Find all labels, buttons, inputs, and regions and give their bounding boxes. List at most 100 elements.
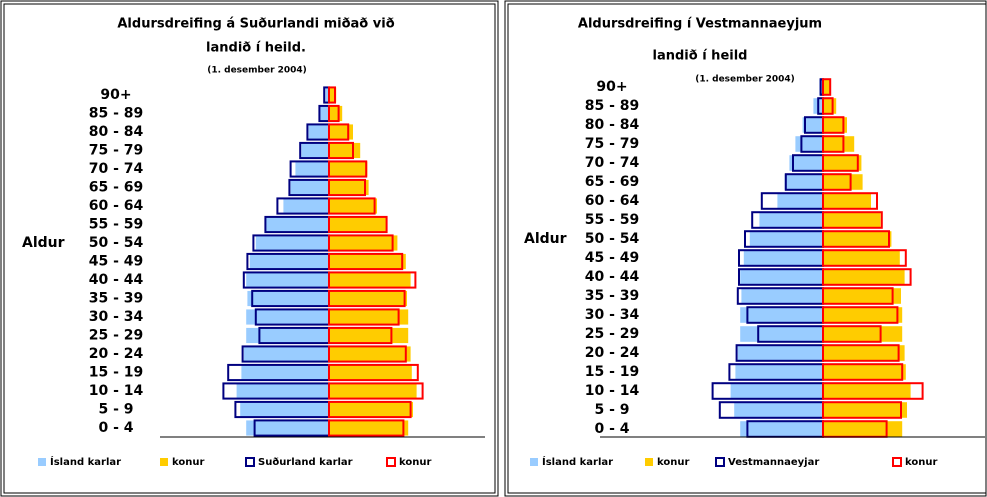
bar — [308, 124, 329, 140]
y-tick-label: 55 - 59 — [585, 212, 640, 228]
bar — [789, 155, 823, 171]
legend-swatch — [645, 458, 653, 466]
bar — [328, 215, 388, 234]
panel-border — [0, 0, 499, 497]
legend-swatch — [715, 457, 725, 467]
bar — [329, 346, 411, 362]
bar — [740, 326, 823, 342]
bar — [328, 104, 340, 123]
bar — [743, 250, 823, 266]
bar — [328, 419, 405, 437]
bar — [823, 421, 903, 437]
bar — [823, 307, 903, 323]
bar — [319, 105, 329, 122]
y-tick-label: 85 - 89 — [585, 98, 640, 114]
bar — [241, 364, 329, 381]
bar — [329, 401, 413, 418]
bar — [822, 154, 859, 172]
bar — [734, 402, 823, 418]
legend-swatch — [892, 457, 902, 467]
bar — [823, 326, 903, 342]
bar — [249, 253, 329, 270]
bar — [246, 420, 329, 436]
bar — [328, 400, 412, 419]
bar — [329, 142, 361, 159]
y-tick-label: 35 - 39 — [585, 288, 640, 304]
y-tick-label: 20 - 24 — [585, 345, 640, 361]
chart-subtitle: (1. desember 2004) — [207, 66, 307, 76]
bar — [823, 250, 900, 266]
bar — [329, 198, 377, 214]
bar — [823, 402, 907, 418]
y-tick-label: 35 - 39 — [89, 291, 144, 307]
bar — [737, 345, 823, 361]
legend-swatch — [160, 458, 168, 466]
y-tick-label: 15 - 19 — [89, 365, 144, 381]
y-tick-label: 25 - 29 — [89, 328, 144, 344]
y-tick-label: 5 - 9 — [594, 402, 629, 418]
bar — [740, 421, 823, 437]
bar — [265, 216, 329, 233]
bar — [822, 116, 845, 134]
bar — [329, 290, 407, 307]
bar — [328, 178, 366, 197]
bar — [329, 364, 412, 381]
bar — [759, 212, 823, 228]
y-axis-label: Aldur — [524, 231, 567, 247]
y-tick-label: 75 - 79 — [89, 143, 144, 159]
legend-swatch — [386, 457, 396, 467]
y-tick-label: 0 - 4 — [98, 420, 133, 436]
bar — [735, 364, 823, 380]
legend-label: Ísland karlar — [542, 455, 613, 468]
bar — [823, 193, 871, 209]
bar — [329, 272, 411, 288]
bar — [822, 363, 904, 381]
bar — [328, 160, 368, 178]
y-tick-label: 10 - 14 — [585, 383, 640, 399]
bar — [823, 117, 847, 133]
bar — [246, 327, 329, 344]
bar — [749, 231, 823, 247]
bar — [329, 253, 406, 270]
y-tick-label: 45 - 49 — [89, 254, 144, 270]
y-tick-label: 50 - 54 — [89, 235, 144, 251]
legend-label: Ísland karlar — [50, 455, 121, 468]
bar — [740, 307, 823, 323]
legend-swatch — [38, 458, 46, 466]
bar — [741, 288, 823, 304]
bar — [247, 290, 329, 307]
bar — [301, 142, 329, 159]
bar — [822, 97, 834, 115]
bar — [325, 87, 329, 103]
bar — [823, 345, 905, 361]
legend-label: konur — [905, 457, 937, 468]
bar — [328, 363, 419, 382]
legend-label: konur — [399, 457, 431, 468]
y-tick-label: 80 - 84 — [89, 124, 144, 140]
bar — [822, 401, 902, 419]
bar — [822, 173, 852, 191]
legend-label: Suðurland karlar — [258, 457, 353, 468]
chart-title: landið í heild. — [206, 41, 306, 56]
bar — [328, 86, 336, 104]
bar — [823, 231, 892, 247]
chart-title: landið í heild — [653, 49, 748, 64]
bar — [822, 78, 832, 96]
y-tick-label: 65 - 69 — [585, 174, 640, 190]
bar — [822, 230, 890, 248]
bar — [329, 161, 368, 177]
bar — [328, 308, 400, 326]
bar — [329, 105, 343, 122]
bar — [822, 268, 912, 286]
y-tick-label: 75 - 79 — [585, 136, 640, 152]
bar — [329, 124, 353, 140]
bar — [329, 179, 369, 196]
y-tick-label: 50 - 54 — [585, 231, 640, 247]
bar — [823, 383, 911, 399]
y-tick-label: 40 - 44 — [89, 272, 144, 288]
bar — [329, 383, 417, 399]
bar — [246, 309, 329, 325]
legend-label: konur — [657, 457, 689, 468]
legend-label: Vestmannaeyjar — [728, 457, 819, 468]
bar — [329, 420, 409, 436]
